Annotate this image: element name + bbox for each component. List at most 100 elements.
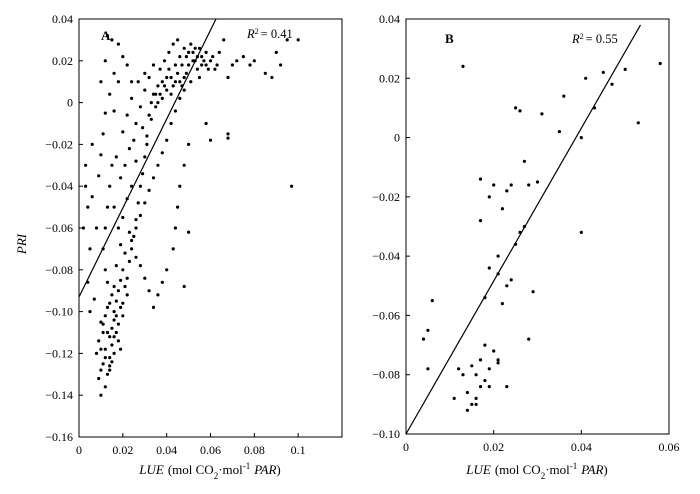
data-point [500, 207, 504, 211]
panel-a-r2: R2 = 0.41 [246, 27, 293, 42]
data-point [182, 163, 186, 167]
y-tick-label: −0.12 [45, 346, 73, 360]
data-point [452, 396, 456, 400]
data-point [112, 335, 116, 339]
data-point [154, 105, 158, 109]
data-point [505, 284, 509, 288]
panel-b-ticks: 0.040.020−0.02−0.04−0.06−0.08−0.100 0.02 0… [372, 12, 679, 454]
data-point [112, 351, 116, 355]
data-point [84, 184, 88, 188]
data-point [176, 205, 180, 209]
x-tick-label: 0.04 [571, 440, 592, 454]
data-point [125, 63, 129, 67]
data-point [138, 213, 142, 218]
x-tick-label: 0 [403, 440, 409, 454]
data-point [121, 268, 125, 272]
data-point [178, 96, 182, 100]
data-point [134, 255, 138, 259]
x-tick-label: 0.02 [112, 443, 133, 457]
data-point [492, 349, 496, 353]
data-point [103, 385, 107, 389]
data-point [94, 351, 99, 355]
data-point [430, 299, 434, 303]
data-point [274, 50, 278, 55]
data-point [112, 310, 116, 314]
data-point [151, 92, 156, 96]
data-point [103, 268, 107, 272]
data-point [182, 88, 186, 92]
data-point [483, 379, 487, 383]
data-point [162, 84, 167, 88]
data-point [182, 284, 186, 289]
data-point [105, 372, 110, 376]
data-point [285, 38, 289, 42]
data-point [108, 364, 112, 368]
data-point [81, 226, 85, 230]
panel-a-ylabel: PRI [14, 233, 29, 255]
data-point [180, 63, 184, 67]
data-point [143, 155, 147, 159]
data-point [178, 55, 182, 59]
data-point [110, 360, 114, 364]
data-point [114, 264, 118, 268]
panel-a-label: A [101, 28, 111, 43]
data-point [160, 96, 164, 100]
data-point [540, 112, 544, 116]
y-tick-label: 0.04 [379, 12, 400, 26]
data-point [121, 314, 125, 318]
data-point [610, 82, 614, 86]
data-point [119, 243, 123, 247]
panel-b-r2: R2 = 0.55 [571, 32, 618, 47]
data-point [173, 226, 177, 230]
data-point [156, 84, 160, 88]
y-tick-label: −0.14 [45, 388, 73, 402]
panel-b: 0.040.020−0.02−0.04−0.06−0.08−0.100 0.02 0… [372, 12, 679, 481]
data-point [208, 59, 213, 63]
data-point [160, 151, 164, 155]
data-point [478, 219, 483, 223]
data-point [187, 50, 191, 55]
data-point [202, 59, 206, 63]
data-point [97, 339, 101, 343]
data-point [483, 343, 487, 347]
data-point [121, 215, 125, 220]
data-point [487, 195, 491, 199]
data-point [99, 153, 103, 157]
data-point [99, 393, 103, 397]
data-point [535, 180, 540, 184]
data-point [101, 330, 105, 335]
data-point [514, 106, 518, 110]
y-tick-label: −0.06 [45, 221, 73, 235]
data-point [470, 402, 474, 406]
data-point [99, 347, 103, 351]
data-point [112, 71, 116, 75]
data-point [167, 67, 171, 71]
data-point [165, 75, 169, 80]
data-point [474, 373, 478, 377]
data-point [99, 320, 103, 324]
data-point [195, 67, 199, 71]
data-point [99, 368, 103, 372]
panel-a: 0.04 0.02 0 −0.02 −0.04 −0.06 −0.08 −0.10 −0.12 −… [14, 12, 343, 481]
data-point [474, 402, 478, 406]
data-point [496, 361, 500, 365]
data-point [99, 80, 103, 84]
data-point [173, 63, 177, 67]
y-tick-label: 0.02 [379, 71, 400, 85]
data-point [465, 390, 469, 395]
data-point [197, 75, 202, 80]
x-tick-label: 0.06 [200, 443, 221, 457]
data-point [527, 183, 531, 187]
data-point [114, 314, 118, 318]
x-tick-label: 0.04 [156, 443, 177, 457]
data-point [162, 59, 167, 63]
data-point [165, 268, 169, 272]
data-point [169, 92, 173, 96]
data-point [263, 71, 267, 75]
data-point [206, 67, 210, 71]
data-point [230, 63, 234, 67]
panel-b-xlabel: LUE (mol CO2·mol-1 PAR) [465, 461, 608, 481]
data-point [119, 176, 123, 180]
data-point [178, 184, 182, 188]
data-point [296, 38, 300, 42]
